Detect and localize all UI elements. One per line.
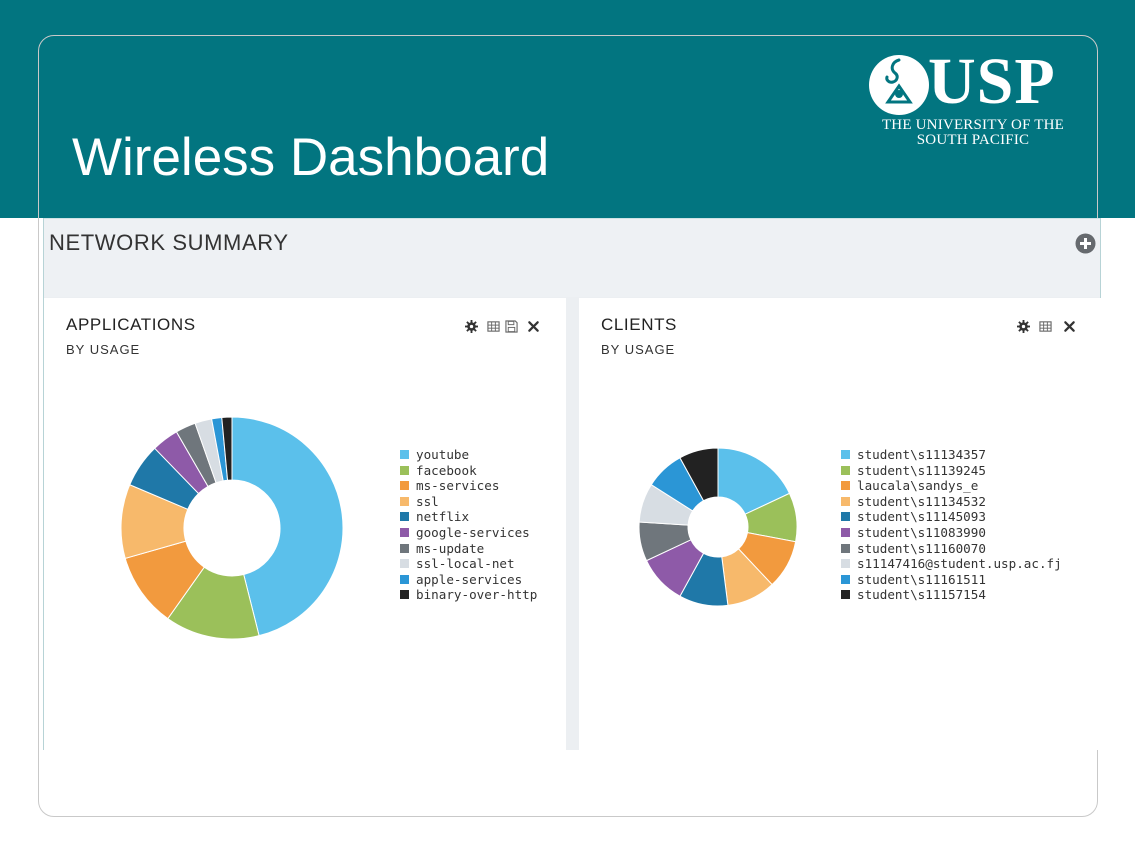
legend-swatch (400, 512, 409, 522)
usp-logo: USP THE UNIVERSITY OF THE SOUTH PACIFIC (866, 46, 1081, 152)
applications-toolbar (465, 320, 545, 334)
legend-label: student\s11134532 (857, 493, 986, 509)
legend-label: laucala\sandys_e (857, 478, 979, 494)
legend-item[interactable]: netflix (400, 509, 537, 525)
legend-swatch (841, 574, 850, 584)
slice-student-s11134357 (717, 447, 791, 515)
legend-label: student\s11145093 (857, 509, 986, 525)
slice-student-s11157154 (679, 447, 719, 502)
applications-title: APPLICATIONS (66, 315, 196, 334)
legend-item[interactable]: google-services (400, 525, 537, 541)
clients-legend: student\s11134357 student\s11139245 laucal… (841, 447, 1062, 603)
table-icon[interactable] (487, 320, 500, 333)
usp-emblem-icon (869, 55, 929, 115)
title-banner (0, 0, 1135, 218)
legend-item[interactable]: binary-over-http (400, 587, 537, 603)
slide-title: Wireless Dashboard (72, 128, 550, 187)
legend-swatch (400, 527, 409, 537)
plus-circle-icon[interactable] (1075, 233, 1096, 254)
close-icon[interactable] (1063, 320, 1076, 333)
legend-item[interactable]: student\s11139245 (841, 463, 1062, 479)
legend-swatch (841, 590, 850, 600)
legend-label: student\s11161511 (857, 571, 986, 587)
legend-swatch (400, 559, 409, 569)
legend-swatch (841, 465, 850, 475)
clients-toolbar (1017, 320, 1077, 334)
legend-swatch (400, 496, 409, 506)
network-summary-title: NETWORK SUMMARY (49, 230, 289, 255)
legend-swatch (400, 481, 409, 491)
logo-subtitle: THE UNIVERSITY OF THE SOUTH PACIFIC (866, 118, 1080, 148)
legend-label: student\s11134357 (857, 447, 986, 462)
legend-label: youtube (416, 447, 470, 462)
legend-item[interactable]: student\s11161511 (841, 572, 1062, 588)
legend-item[interactable]: laucala\sandys_e (841, 478, 1062, 494)
legend-item[interactable]: apple-services (400, 572, 537, 588)
legend-item[interactable]: student\s11157154 (841, 587, 1062, 603)
legend-label: s11147416@student.usp.ac.fj (857, 556, 1062, 572)
legend-swatch (841, 481, 850, 491)
legend-swatch (841, 559, 850, 569)
applications-subtitle: BY USAGE (66, 342, 141, 357)
slice-binary-over-http (221, 416, 233, 481)
legend-swatch (841, 543, 850, 553)
legend-swatch (841, 527, 850, 537)
legend-item[interactable]: student\s11134357 (841, 447, 1062, 463)
legend-item[interactable]: s11147416@student.usp.ac.fj (841, 556, 1062, 572)
logo-wordmark: USP (928, 45, 1056, 118)
legend-swatch (841, 512, 850, 522)
legend-label: student\s11160070 (857, 540, 986, 556)
logo-subtitle-line2: SOUTH PACIFIC (916, 132, 1030, 148)
logo-subtitle-line1: THE UNIVERSITY OF THE (881, 117, 1065, 133)
save-icon[interactable] (505, 320, 518, 333)
applications-panel: APPLICATIONS BY USAGE (44, 298, 566, 750)
clients-title: CLIENTS (601, 315, 677, 334)
table-icon[interactable] (1039, 320, 1052, 333)
gear-icon[interactable] (465, 320, 478, 333)
close-icon[interactable] (527, 320, 540, 333)
legend-label: student\s11083990 (857, 524, 986, 540)
legend-label: netflix (416, 509, 470, 525)
legend-label: student\s11139245 (857, 462, 986, 478)
legend-label: ms-update (416, 540, 485, 556)
legend-swatch (841, 496, 850, 506)
legend-label: google-services (416, 524, 530, 540)
legend-item[interactable]: student\s11083990 (841, 525, 1062, 541)
applications-legend: youtube facebook ms-services ssl netflix goog… (400, 447, 537, 603)
legend-label: ssl-local-net (416, 556, 515, 572)
network-summary-header: NETWORK SUMMARY (44, 218, 1100, 297)
legend-item[interactable]: ssl-local-net (400, 556, 537, 572)
legend-item[interactable]: ssl (400, 494, 537, 510)
clients-donut-chart (638, 447, 798, 607)
legend-item[interactable]: youtube (400, 447, 537, 463)
legend-item[interactable]: student\s11134532 (841, 494, 1062, 510)
legend-label: binary-over-http (416, 587, 538, 603)
legend-item[interactable]: student\s11145093 (841, 509, 1062, 525)
legend-label: apple-services (416, 571, 523, 587)
legend-label: student\s11157154 (857, 587, 986, 603)
slice-youtube (231, 416, 344, 637)
legend-swatch (400, 465, 409, 475)
legend-swatch (400, 590, 409, 600)
gear-icon[interactable] (1017, 320, 1030, 333)
legend-label: ms-services (416, 478, 500, 494)
legend-swatch (400, 574, 409, 584)
legend-item[interactable]: ms-services (400, 478, 537, 494)
legend-item[interactable]: ms-update (400, 541, 537, 557)
applications-donut-chart (120, 416, 344, 640)
legend-label: ssl (416, 493, 439, 509)
clients-panel: CLIENTS BY USAGE (579, 298, 1101, 750)
clients-subtitle: BY USAGE (601, 342, 676, 357)
legend-swatch (841, 450, 850, 459)
legend-swatch (400, 543, 409, 553)
dashboard-screenshot: NETWORK SUMMARY APPLICATIONS BY USAGE (43, 218, 1101, 750)
legend-item[interactable]: facebook (400, 463, 537, 479)
legend-item[interactable]: student\s11160070 (841, 541, 1062, 557)
legend-label: facebook (416, 462, 477, 478)
legend-swatch (400, 450, 409, 459)
